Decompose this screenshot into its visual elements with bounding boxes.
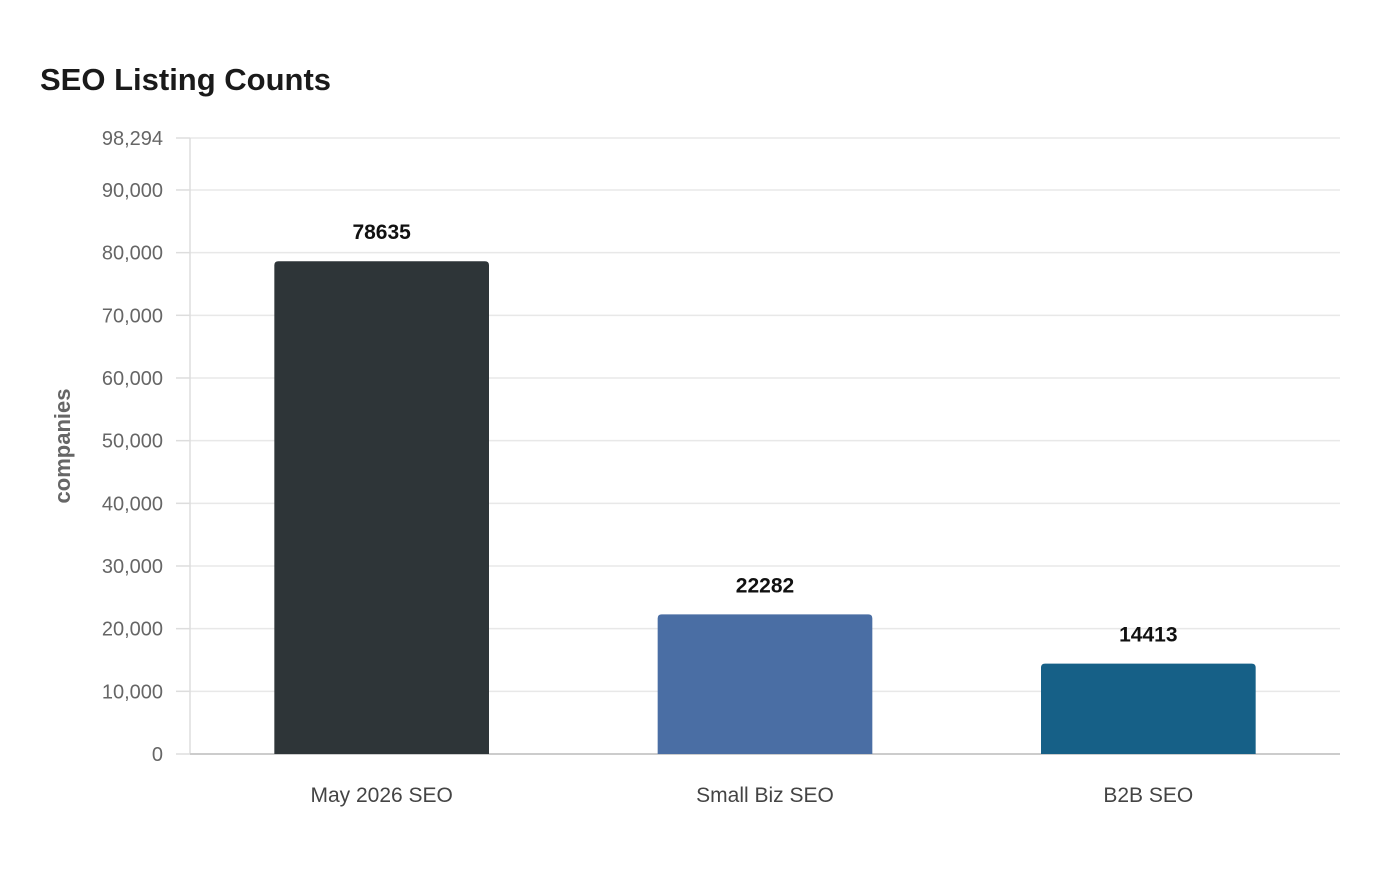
- y-tick-label: 0: [152, 744, 163, 766]
- y-tick-label: 50,000: [102, 431, 163, 453]
- category-labels: May 2026 SEO Small Biz SEO B2B SEO: [310, 784, 1193, 807]
- y-tick-label: 98,294: [102, 128, 163, 150]
- y-tick-label: 20,000: [102, 619, 163, 641]
- x-tick-label: B2B SEO: [1103, 784, 1193, 807]
- y-tick-label: 10,000: [102, 681, 163, 703]
- bar-3: [1041, 663, 1256, 754]
- y-tick-label: 90,000: [102, 180, 163, 202]
- data-label: 22282: [736, 574, 794, 597]
- y-tick-label: 70,000: [102, 305, 163, 327]
- y-tick-label: 80,000: [102, 243, 163, 265]
- bar-1: [274, 261, 489, 754]
- bar-2: [657, 614, 873, 754]
- chart-title: SEO Listing Counts: [40, 62, 332, 97]
- bars: [274, 261, 1256, 754]
- y-tick-label: 30,000: [102, 556, 163, 578]
- y-axis-title: companies: [50, 389, 75, 504]
- x-tick-label: Small Biz SEO: [696, 784, 834, 807]
- y-tick-labels: 0 10,000 20,000 30,000 40,000 50,000 60,000 70,…: [102, 128, 163, 766]
- data-label: 14413: [1119, 624, 1177, 647]
- data-labels: 78635 22282 14413: [352, 221, 1177, 646]
- y-tick-label: 40,000: [102, 493, 163, 515]
- x-tick-label: May 2026 SEO: [310, 784, 452, 807]
- y-tick-label: 60,000: [102, 368, 163, 390]
- data-label: 78635: [352, 221, 411, 244]
